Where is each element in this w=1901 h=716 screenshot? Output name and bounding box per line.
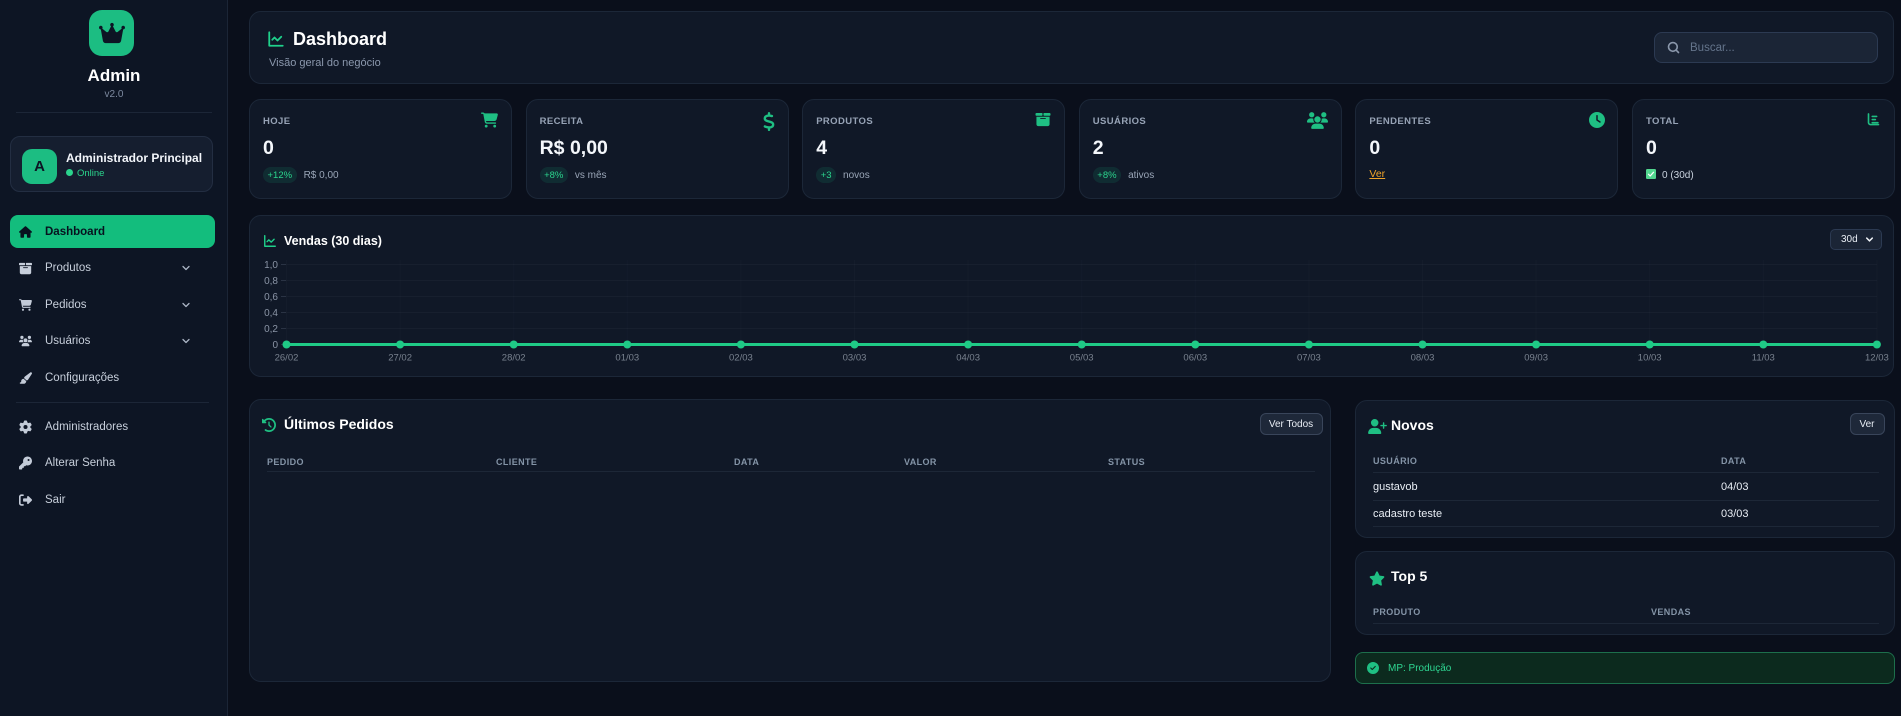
svg-text:06/03: 06/03 bbox=[1183, 353, 1207, 364]
svg-text:28/02: 28/02 bbox=[502, 353, 526, 364]
svg-text:0,6: 0,6 bbox=[264, 292, 278, 303]
svg-text:05/03: 05/03 bbox=[1070, 353, 1094, 364]
svg-text:07/03: 07/03 bbox=[1297, 353, 1321, 364]
svg-text:27/02: 27/02 bbox=[388, 353, 412, 364]
svg-text:10/03: 10/03 bbox=[1638, 353, 1662, 364]
svg-text:01/03: 01/03 bbox=[615, 353, 639, 364]
svg-text:1,0: 1,0 bbox=[264, 260, 278, 271]
svg-text:02/03: 02/03 bbox=[729, 353, 753, 364]
svg-text:09/03: 09/03 bbox=[1524, 353, 1548, 364]
svg-text:11/03: 11/03 bbox=[1752, 353, 1775, 364]
svg-text:0,8: 0,8 bbox=[264, 276, 278, 287]
svg-text:0,4: 0,4 bbox=[264, 308, 278, 319]
svg-text:0: 0 bbox=[272, 340, 278, 351]
svg-text:12/03: 12/03 bbox=[1865, 353, 1889, 364]
svg-text:26/02: 26/02 bbox=[275, 353, 299, 364]
svg-text:08/03: 08/03 bbox=[1411, 353, 1435, 364]
svg-text:03/03: 03/03 bbox=[843, 353, 867, 364]
svg-text:0,2: 0,2 bbox=[264, 324, 278, 335]
svg-text:04/03: 04/03 bbox=[956, 353, 980, 364]
